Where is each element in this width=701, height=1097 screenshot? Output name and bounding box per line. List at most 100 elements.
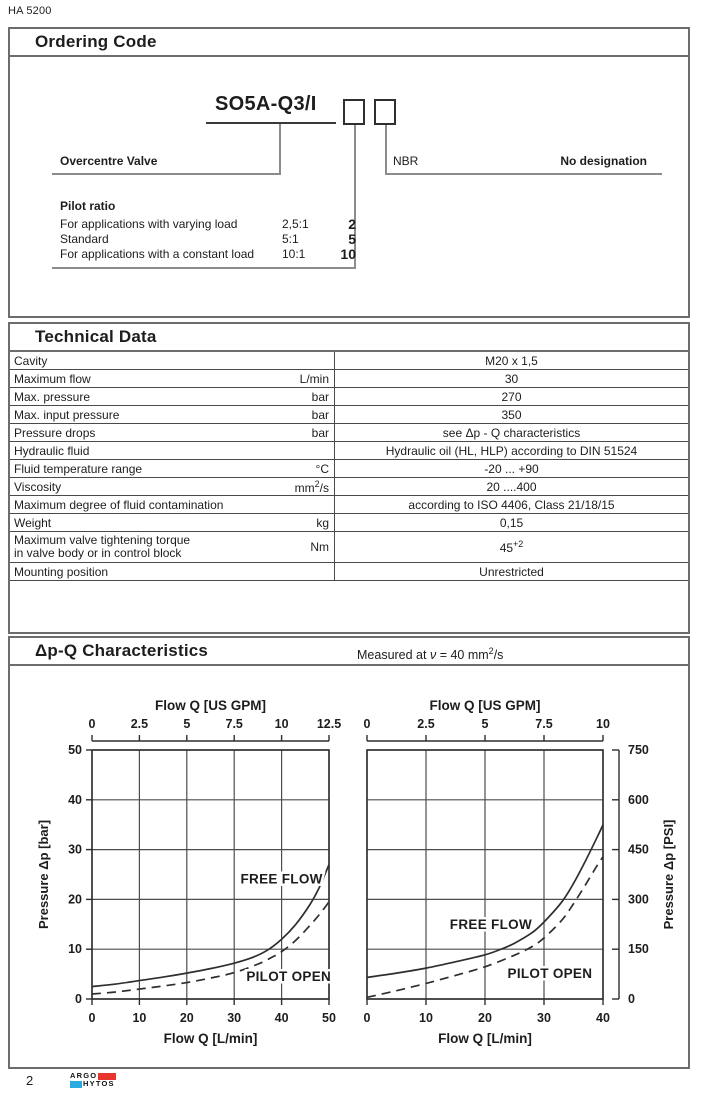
y-axis-tick-label: 30	[68, 843, 82, 857]
measured-at-mid: = 40 mm	[436, 648, 489, 663]
technical-row-value: 20 ....400	[486, 479, 537, 494]
connector-pilot-vertical	[354, 125, 356, 269]
y-axis-tick-label: 10	[68, 942, 82, 956]
top-axis-tick-label: 5	[482, 717, 489, 731]
overcentre-valve-label: Overcentre Valve	[60, 154, 158, 168]
y-axis-tick-label: 0	[75, 992, 82, 1006]
nu-symbol: ν	[429, 648, 437, 663]
technical-row-label-cell: Maximum valve tightening torque in valve …	[10, 532, 335, 562]
connector-model-vertical	[279, 124, 281, 175]
pilot-ratio-row: For applications with a constant load 10…	[60, 246, 356, 262]
technical-row-label: Viscosity	[14, 479, 62, 494]
doc-code: HA 5200	[8, 5, 52, 17]
y-axis-tick-label: 750	[628, 743, 649, 757]
seal-nbr-label: NBR	[393, 154, 419, 168]
seal-rule	[385, 173, 662, 175]
x-axis-tick-label: 10	[419, 1011, 433, 1025]
x-axis-tick-label: 0	[364, 1011, 371, 1025]
y-axis-tick-label: 50	[68, 743, 82, 757]
pilot-row-ratio: 5:1	[282, 231, 299, 246]
technical-row-label-cell: Weight kg	[10, 514, 335, 531]
technical-table-row: Viscosity mm2/s 20 ....400	[10, 478, 688, 496]
pilot-ratio-row: Standard 5:1 5	[60, 230, 356, 247]
y-axis-tick-label: 40	[68, 793, 82, 807]
x-axis-tick-label: 20	[478, 1011, 492, 1025]
technical-row-label: Maximum flow	[14, 371, 91, 386]
technical-row-value: 0,15	[499, 515, 524, 530]
argo-hytos-logo: ARGO HYTOS	[70, 1072, 117, 1088]
technical-row-label-cell: Maximum flow L/min	[10, 370, 335, 387]
y-axis-title: Pressure Δp [bar]	[36, 820, 51, 929]
technical-data-section: Technical Data Cavity M20 x 1,5 Maximum fl…	[8, 322, 690, 634]
technical-row-label: Fluid temperature range	[14, 461, 143, 476]
pilot-row-ratio: 10:1	[282, 246, 306, 261]
top-axis-tick-label: 2.5	[417, 717, 434, 731]
technical-row-unit: L/min	[299, 371, 329, 386]
technical-row-value: M20 x 1,5	[485, 353, 538, 368]
technical-row-label-cell: Fluid temperature range °C	[10, 460, 335, 477]
technical-row-unit: mm2/s	[294, 478, 329, 495]
series-label-free-flow: FREE FLOW	[450, 917, 532, 932]
technical-row-label-cell: Pressure drops bar	[10, 424, 335, 441]
top-axis-tick-label: 2.5	[131, 717, 148, 731]
technical-table-row: Max. pressure bar 270	[10, 388, 688, 406]
technical-table-row: Maximum degree of fluid contamination acc…	[10, 496, 688, 514]
y-axis-tick-label: 300	[628, 892, 649, 906]
technical-row-label: Hydraulic fluid	[14, 443, 90, 458]
pilot-ratio-code-box	[343, 99, 365, 125]
pilot-ratio-rows: For applications with varying load 2,5:1…	[60, 216, 356, 262]
pilot-row-code: 5	[348, 230, 356, 247]
technical-row-value: Unrestricted	[479, 564, 544, 579]
x-axis-tick-label: 30	[227, 1011, 241, 1025]
pilot-row-desc: For applications with a constant load	[60, 246, 255, 261]
technical-row-label: Max. pressure	[14, 389, 91, 404]
chart-dp-q-bar: 0 2.5 5 7.5 10 12.5 Flow Q [US GPM] 0 10 20 30 40 50…	[36, 698, 341, 1046]
overcentre-valve-rule	[52, 173, 281, 175]
pilot-ratio-rule	[52, 267, 356, 269]
technical-row-label-cell: Mounting position	[10, 563, 335, 580]
series-curve-pilot-open	[366, 856, 604, 999]
x-axis-tick-label: 40	[275, 1011, 289, 1025]
technical-row-unit: Nm	[310, 540, 329, 554]
technical-row-label-cell: Cavity	[10, 352, 335, 369]
technical-row-value: 350	[501, 407, 522, 422]
technical-data-titlebar: Technical Data	[10, 324, 688, 352]
technical-row-value: -20 ... +90	[484, 461, 539, 476]
dp-q-characteristics-section: Δp-Q Characteristics Measured at ν = 40 …	[8, 636, 690, 1069]
pilot-row-desc: Standard	[60, 231, 109, 246]
x-axis-tick-label: 30	[537, 1011, 551, 1025]
technical-row-label-cell: Viscosity mm2/s	[10, 478, 335, 495]
technical-row-value: Hydraulic oil (HL, HLP) according to DIN…	[385, 443, 638, 458]
y-axis-tick-label: 0	[628, 992, 635, 1006]
measured-at-note: Measured at ν = 40 mm2/s	[357, 646, 503, 662]
technical-table-row: Max. input pressure bar 350	[10, 406, 688, 424]
technical-table-row: Mounting position Unrestricted	[10, 563, 688, 581]
top-axis-tick-label: 0	[89, 717, 96, 731]
series-label-pilot-open: PILOT OPEN	[508, 966, 593, 981]
measured-at-end: /s	[493, 648, 504, 663]
technical-row-label-cell: Max. input pressure bar	[10, 406, 335, 423]
chart-dp-q-psi: 0 2.5 5 7.5 10 Flow Q [US GPM] 0 10 20 30 40 Flow Q…	[364, 698, 676, 1046]
section-title-ordering-code: Ordering Code	[35, 32, 157, 51]
section-title-dp-q: Δp-Q Characteristics	[35, 641, 209, 660]
ordering-code-section: Ordering Code SO5A-Q3/I Overcentre Valve…	[8, 27, 690, 318]
technical-row-label: Mounting position	[14, 564, 109, 579]
top-axis-tick-label: 12.5	[317, 717, 341, 731]
pilot-row-ratio: 2,5:1	[282, 216, 309, 231]
y-axis-tick-label: 450	[628, 843, 649, 857]
page-number: 2	[26, 1073, 34, 1088]
dp-q-titlebar: Δp-Q Characteristics	[10, 638, 688, 666]
technical-row-unit: °C	[315, 461, 329, 476]
technical-data-table: Cavity M20 x 1,5 Maximum flow L/min 30 Max. p…	[10, 352, 688, 581]
section-title-technical-data: Technical Data	[35, 327, 157, 346]
top-axis-tick-label: 10	[275, 717, 289, 731]
top-axis-tick-label: 0	[364, 717, 371, 731]
y-axis-title: Pressure Δp [PSI]	[661, 820, 676, 930]
technical-table-row: Maximum valve tightening torque in valve …	[10, 532, 688, 563]
technical-row-label: Max. input pressure	[14, 407, 120, 422]
technical-row-label: Pressure drops	[14, 425, 96, 440]
y-axis-tick-label: 600	[628, 793, 649, 807]
logo-red-rect	[98, 1072, 117, 1080]
x-axis-tick-label: 0	[89, 1011, 96, 1025]
